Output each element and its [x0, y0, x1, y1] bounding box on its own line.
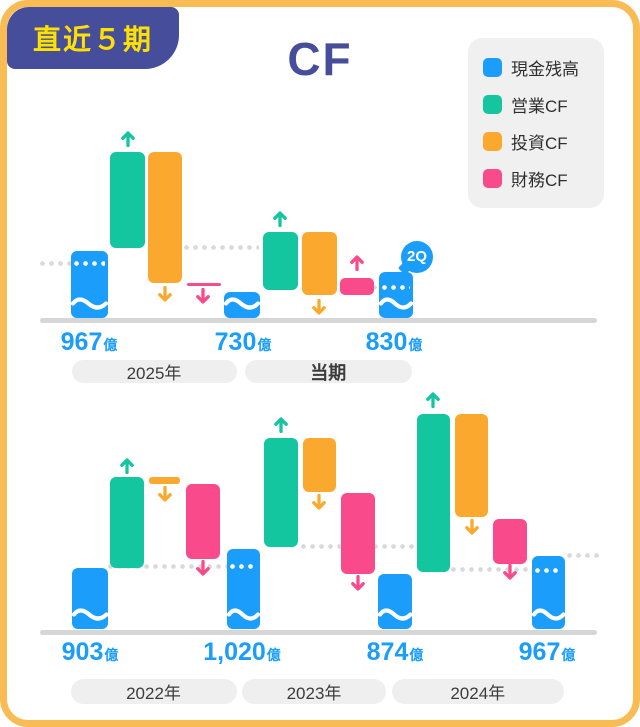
- legend-item: 営業CF: [483, 92, 589, 117]
- page-title: CF: [287, 33, 353, 85]
- recent-periods-badge: 直近５期: [7, 7, 179, 69]
- legend-swatch-icon: [483, 169, 502, 188]
- legend-swatch-icon: [483, 132, 502, 151]
- legend-item-label: 財務CF: [511, 171, 568, 190]
- legend-swatch-icon: [483, 58, 502, 77]
- legend-item-label: 営業CF: [511, 97, 568, 116]
- legend-item: 財務CF: [483, 166, 589, 191]
- legend-item: 現金残高: [483, 55, 589, 80]
- legend-swatch-icon: [483, 95, 502, 114]
- legend-item-label: 現金残高: [511, 60, 579, 79]
- legend: 現金残高営業CF 投資CF 財務CF: [468, 38, 604, 208]
- legend-item: 投資CF: [483, 129, 589, 154]
- legend-item-label: 投資CF: [511, 134, 568, 153]
